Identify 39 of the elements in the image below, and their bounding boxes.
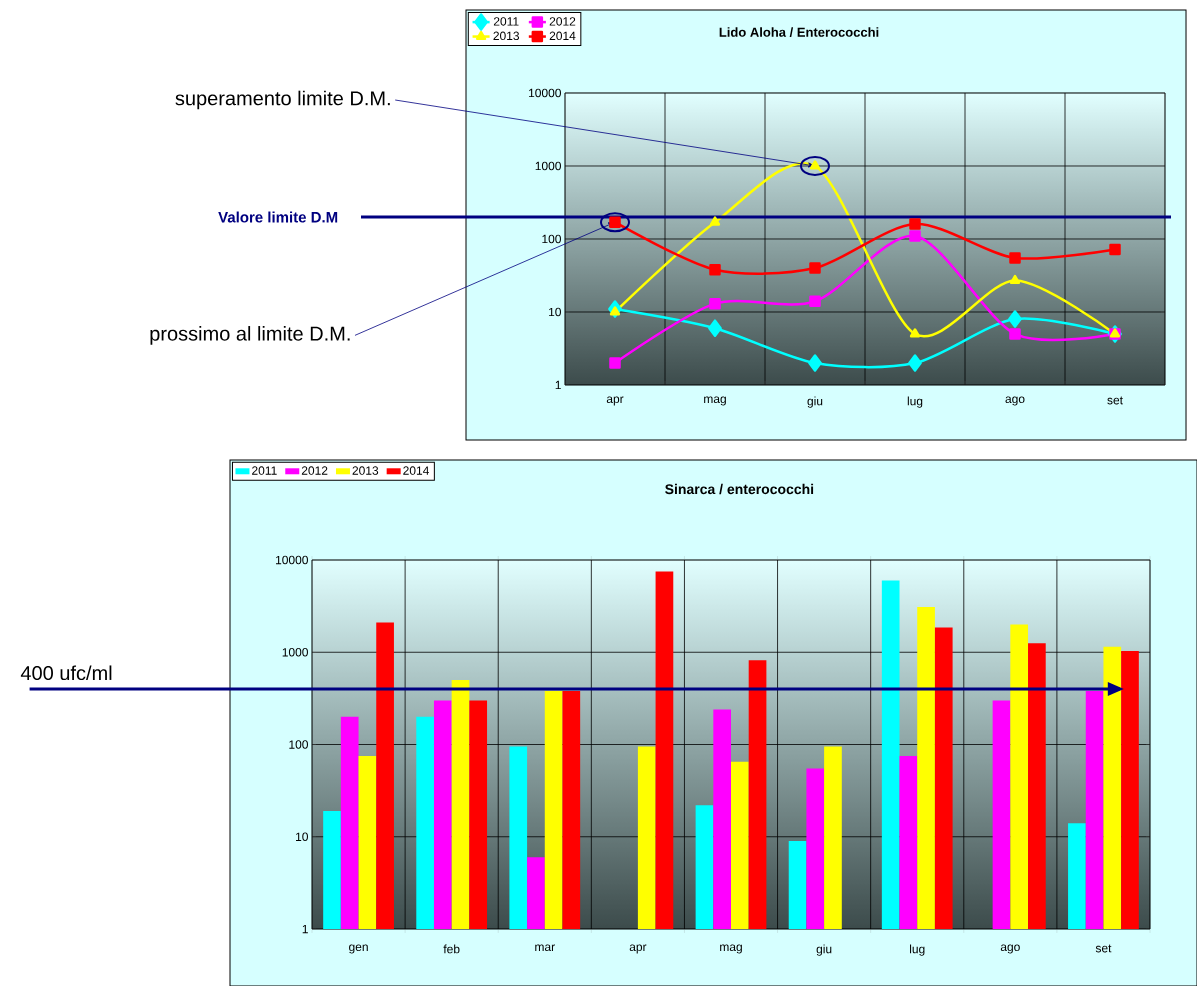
legend-label: 2011 — [252, 466, 277, 475]
x-tick-label: ago — [1005, 396, 1025, 406]
x-tick-label: mar — [535, 944, 555, 952]
x-tick-label: apr — [629, 944, 647, 954]
annotation: prossimo al limite D.M. — [150, 326, 350, 345]
y-tick-label: 100 — [542, 234, 561, 244]
x-tick-label: set — [1107, 396, 1123, 405]
x-tick-label: giu — [816, 944, 832, 956]
x-tick-label: mag — [720, 944, 742, 954]
annotation: superamento limite D.M. — [175, 90, 390, 110]
y-tick-label: 100 — [289, 740, 308, 749]
legend-label: 2013 — [352, 466, 379, 475]
x-tick-label: giu — [807, 396, 823, 408]
y-tick-label: 1000 — [282, 648, 308, 657]
legend-label: 2013 — [493, 31, 520, 41]
legend-label: 2011 — [493, 17, 519, 26]
y-tick-label: 10000 — [529, 88, 561, 98]
ref-line-label: 400 ufc/ml — [20, 665, 112, 681]
x-tick-label: feb — [443, 944, 460, 954]
x-tick-label: lug — [910, 944, 925, 956]
x-tick-label: set — [1095, 944, 1112, 953]
x-tick-label: mag — [704, 396, 726, 406]
legend-label: 2014 — [403, 466, 429, 475]
legend-label: 2012 — [301, 466, 328, 475]
ref-line-label: Valore limite D.M — [218, 211, 338, 223]
chart-title: Lido Aloha / Enterococchi — [719, 27, 879, 37]
y-tick-label: 10 — [296, 832, 308, 841]
x-tick-label: ago — [1000, 944, 1020, 954]
y-tick-label: 1 — [555, 380, 561, 390]
chart-title: Sinarca / enterococchi — [665, 483, 814, 495]
y-tick-label: 1000 — [535, 161, 561, 171]
legend-label: 2014 — [549, 31, 576, 41]
x-tick-label: apr — [606, 396, 624, 406]
y-tick-label: 10 — [549, 307, 561, 317]
x-tick-label: gen — [349, 944, 368, 954]
y-tick-label: 1 — [302, 924, 308, 934]
legend-label: 2012 — [549, 17, 576, 26]
y-tick-label: 10000 — [276, 555, 308, 565]
x-tick-label: lug — [907, 396, 923, 408]
